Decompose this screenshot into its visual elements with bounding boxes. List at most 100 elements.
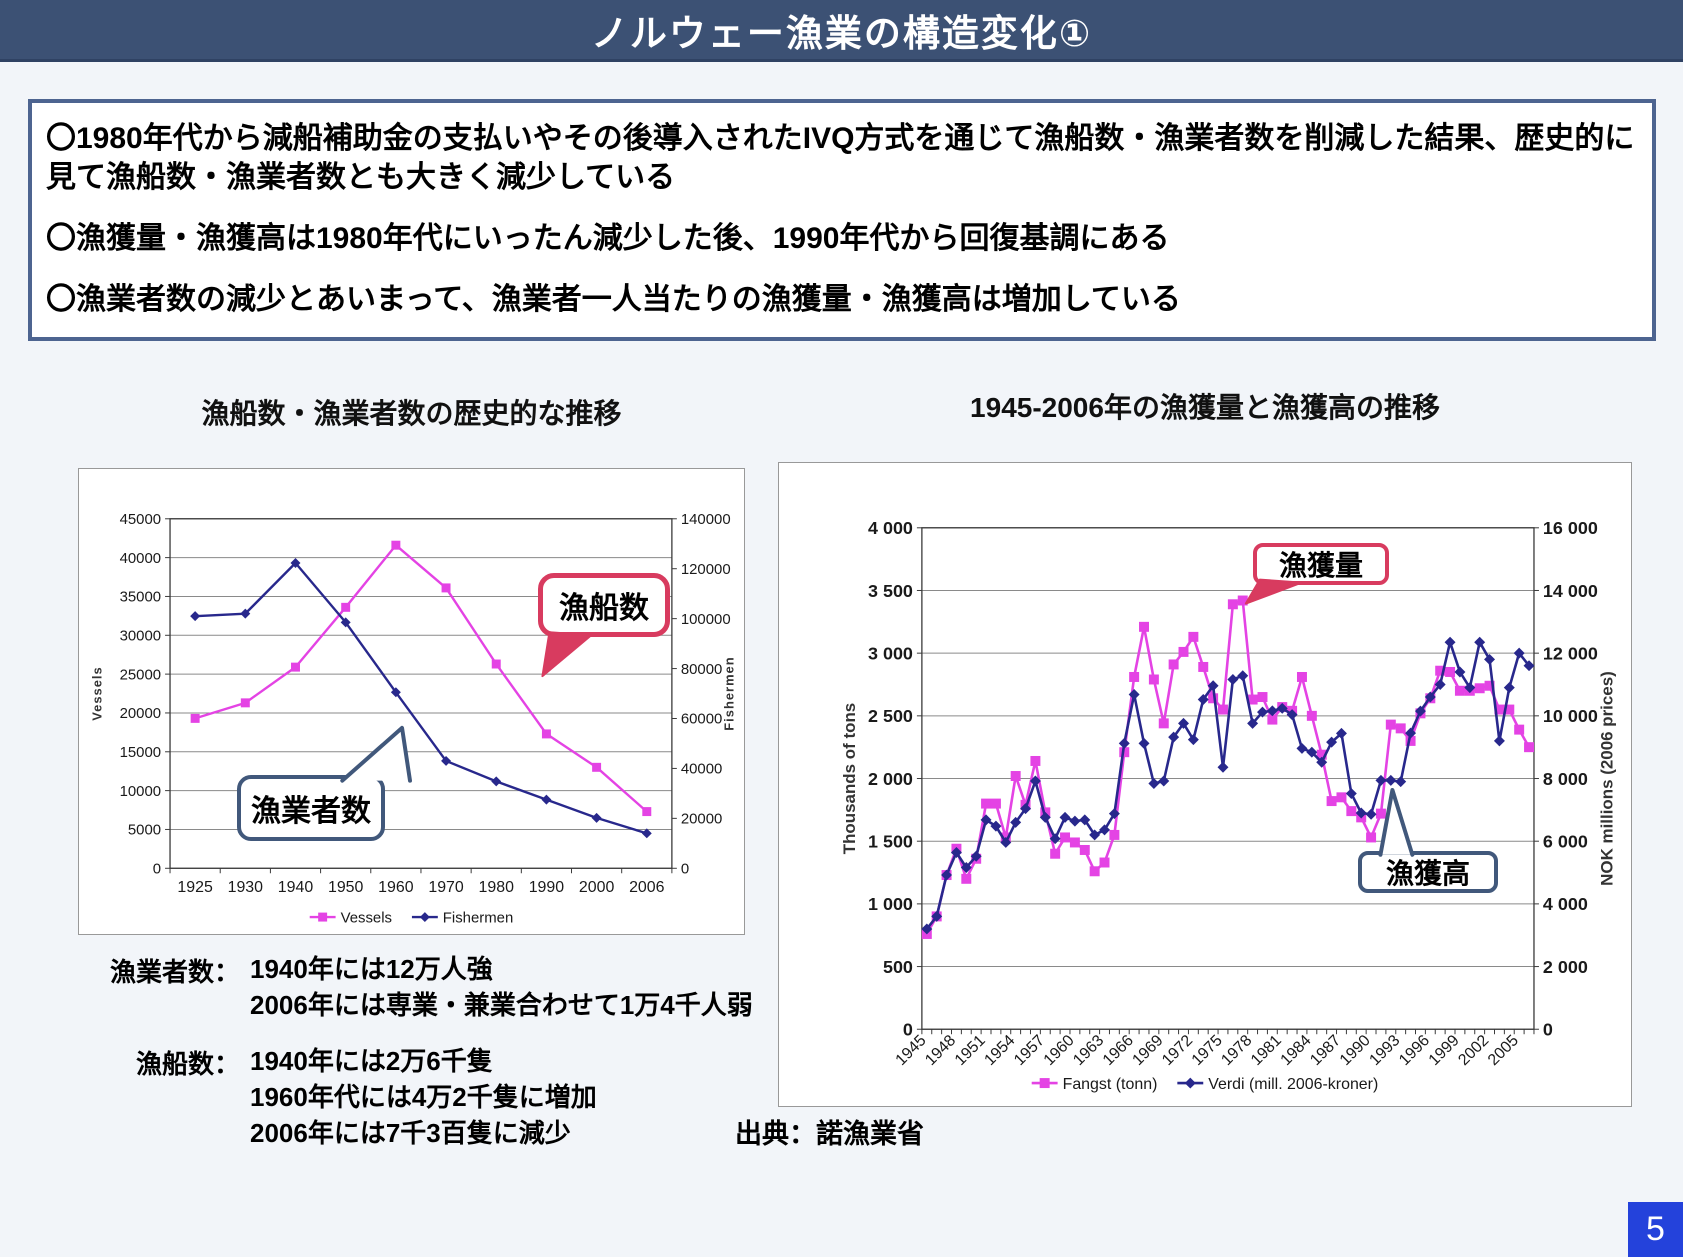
svg-text:0: 0 — [153, 861, 161, 878]
title-bar: ノルウェー漁業の構造変化① — [0, 0, 1683, 62]
svg-text:Verdi (mill. 2006-kroner): Verdi (mill. 2006-kroner) — [1208, 1076, 1378, 1093]
svg-text:1948: 1948 — [922, 1032, 959, 1069]
svg-text:80000: 80000 — [681, 661, 722, 678]
svg-text:40000: 40000 — [120, 550, 162, 567]
svg-text:Fishermen: Fishermen — [722, 656, 737, 730]
svg-text:16 000: 16 000 — [1543, 518, 1598, 538]
note-label: 漁業者数： — [109, 957, 240, 987]
svg-text:1963: 1963 — [1070, 1032, 1107, 1069]
svg-text:6 000: 6 000 — [1543, 831, 1588, 851]
svg-text:1940: 1940 — [278, 879, 314, 896]
svg-text:Fishermen: Fishermen — [443, 909, 514, 926]
svg-text:500: 500 — [883, 957, 913, 977]
svg-text:40000: 40000 — [681, 761, 722, 778]
svg-text:1972: 1972 — [1159, 1032, 1196, 1069]
svg-text:1984: 1984 — [1278, 1032, 1315, 1069]
svg-text:15000: 15000 — [120, 744, 162, 761]
chart-notes: 漁業者数： 1940年には12万人強 2006年には専業・兼業合わせて1万4千人… — [88, 952, 753, 1171]
svg-text:1945: 1945 — [893, 1032, 930, 1069]
left-chart-title: 漁船数・漁業者数の歴史的な推移 — [201, 398, 622, 429]
svg-text:1966: 1966 — [1100, 1032, 1137, 1069]
svg-text:2005: 2005 — [1485, 1032, 1522, 1069]
note-line: 2006年には専業・兼業合わせて1万4千人弱 — [250, 989, 753, 1020]
svg-text:2 000: 2 000 — [868, 769, 913, 789]
note-row-fishermen: 漁業者数： 1940年には12万人強 2006年には専業・兼業合わせて1万4千人… — [88, 952, 753, 1024]
vessels-fishermen-chart: 0 5000 10000 15000 20000 25000 30000 35000 40000… — [78, 468, 745, 935]
callout-value: 漁獲高 — [1358, 851, 1498, 893]
svg-text:1954: 1954 — [981, 1032, 1018, 1069]
vessels-fishermen-plot: 0500010000150002000025000300003500040000… — [89, 511, 737, 926]
svg-text:5000: 5000 — [128, 822, 161, 839]
svg-text:Fangst (tonn): Fangst (tonn) — [1063, 1076, 1158, 1093]
svg-text:1990: 1990 — [1337, 1032, 1374, 1069]
note-line: 1940年には12万人強 — [250, 954, 493, 984]
note-line: 1940年には2万6千隻 — [250, 1045, 493, 1076]
svg-text:10000: 10000 — [120, 783, 162, 800]
svg-text:8 000: 8 000 — [1543, 769, 1588, 789]
svg-text:1950: 1950 — [328, 879, 364, 896]
svg-text:NOK millions (2006 prices): NOK millions (2006 prices) — [1598, 671, 1617, 886]
svg-text:3 500: 3 500 — [868, 581, 913, 601]
svg-text:1981: 1981 — [1248, 1032, 1285, 1069]
svg-text:1978: 1978 — [1218, 1032, 1255, 1069]
callout-vessels: 漁船数 — [538, 573, 670, 637]
callout-catch: 漁獲量 — [1253, 543, 1389, 585]
svg-text:1930: 1930 — [228, 879, 264, 896]
svg-text:4 000: 4 000 — [868, 518, 913, 538]
svg-text:12 000: 12 000 — [1543, 643, 1598, 663]
svg-text:14 000: 14 000 — [1543, 581, 1598, 601]
svg-text:0: 0 — [1543, 1020, 1553, 1040]
svg-text:25000: 25000 — [120, 666, 162, 683]
svg-text:Thousands of tons: Thousands of tons — [840, 703, 859, 855]
svg-text:20000: 20000 — [120, 705, 162, 722]
callout-fishermen: 漁業者数 — [237, 775, 385, 841]
catch-value-plot: 0 500 1 000 1 500 2 000 2 500 3 000 3 500 4 000 0… — [840, 518, 1617, 1093]
svg-text:0: 0 — [903, 1020, 913, 1040]
svg-text:2002: 2002 — [1455, 1032, 1492, 1069]
svg-text:35000: 35000 — [120, 589, 162, 606]
svg-text:1980: 1980 — [479, 879, 515, 896]
svg-text:1 500: 1 500 — [868, 831, 913, 851]
summary-bullet-1: 〇1980年代から減船補助金の支払いやその後導入されたIVQ方式を通じて漁船数・… — [46, 122, 1635, 194]
svg-text:100000: 100000 — [681, 611, 731, 628]
svg-text:140000: 140000 — [681, 511, 731, 528]
page-number: 5 — [1628, 1202, 1683, 1257]
svg-text:45000: 45000 — [120, 511, 162, 528]
note-row-vessels: 漁船数： 1940年には2万6千隻 1960年代には4万2千隻に増加 2006年… — [88, 1044, 753, 1152]
svg-text:2 000: 2 000 — [1543, 957, 1588, 977]
svg-text:1970: 1970 — [428, 879, 464, 896]
note-line: 1960年代には4万2千隻に増加 — [250, 1081, 597, 1112]
svg-text:10 000: 10 000 — [1543, 706, 1598, 726]
svg-text:0: 0 — [681, 861, 689, 878]
note-line: 2006年には7千3百隻に減少 — [250, 1117, 571, 1148]
svg-text:2006: 2006 — [629, 879, 665, 896]
summary-box: 〇1980年代から減船補助金の支払いやその後導入されたIVQ方式を通じて漁船数・… — [28, 99, 1656, 341]
svg-text:Vessels: Vessels — [89, 666, 104, 720]
source-text: 出典：諾漁業省 — [735, 1119, 924, 1149]
svg-text:60000: 60000 — [681, 711, 722, 728]
note-label: 漁船数： — [135, 1048, 240, 1079]
svg-text:1975: 1975 — [1189, 1032, 1226, 1069]
slide-title: ノルウェー漁業の構造変化① — [590, 12, 1093, 54]
svg-text:1960: 1960 — [1041, 1032, 1078, 1069]
svg-text:120000: 120000 — [681, 561, 731, 578]
svg-text:Vessels: Vessels — [341, 909, 392, 926]
svg-text:1987: 1987 — [1307, 1032, 1344, 1069]
svg-text:2000: 2000 — [579, 879, 615, 896]
svg-text:1969: 1969 — [1129, 1032, 1166, 1069]
svg-text:1990: 1990 — [529, 879, 565, 896]
right-chart-title: 1945-2006年の漁獲量と漁獲高の推移 — [970, 392, 1440, 423]
svg-text:1957: 1957 — [1011, 1032, 1048, 1069]
svg-text:1999: 1999 — [1426, 1032, 1463, 1069]
svg-text:1960: 1960 — [378, 879, 414, 896]
svg-text:1925: 1925 — [177, 879, 213, 896]
svg-text:1996: 1996 — [1396, 1032, 1433, 1069]
svg-text:20000: 20000 — [681, 811, 722, 828]
svg-text:1951: 1951 — [952, 1032, 989, 1069]
svg-text:2 500: 2 500 — [868, 706, 913, 726]
svg-text:4 000: 4 000 — [1543, 894, 1588, 914]
summary-bullet-2: 〇漁獲量・漁獲高は1980年代にいったん減少した後、1990年代から回復基調にあ… — [46, 222, 1170, 255]
svg-text:30000: 30000 — [120, 628, 162, 645]
svg-text:3 000: 3 000 — [868, 643, 913, 663]
